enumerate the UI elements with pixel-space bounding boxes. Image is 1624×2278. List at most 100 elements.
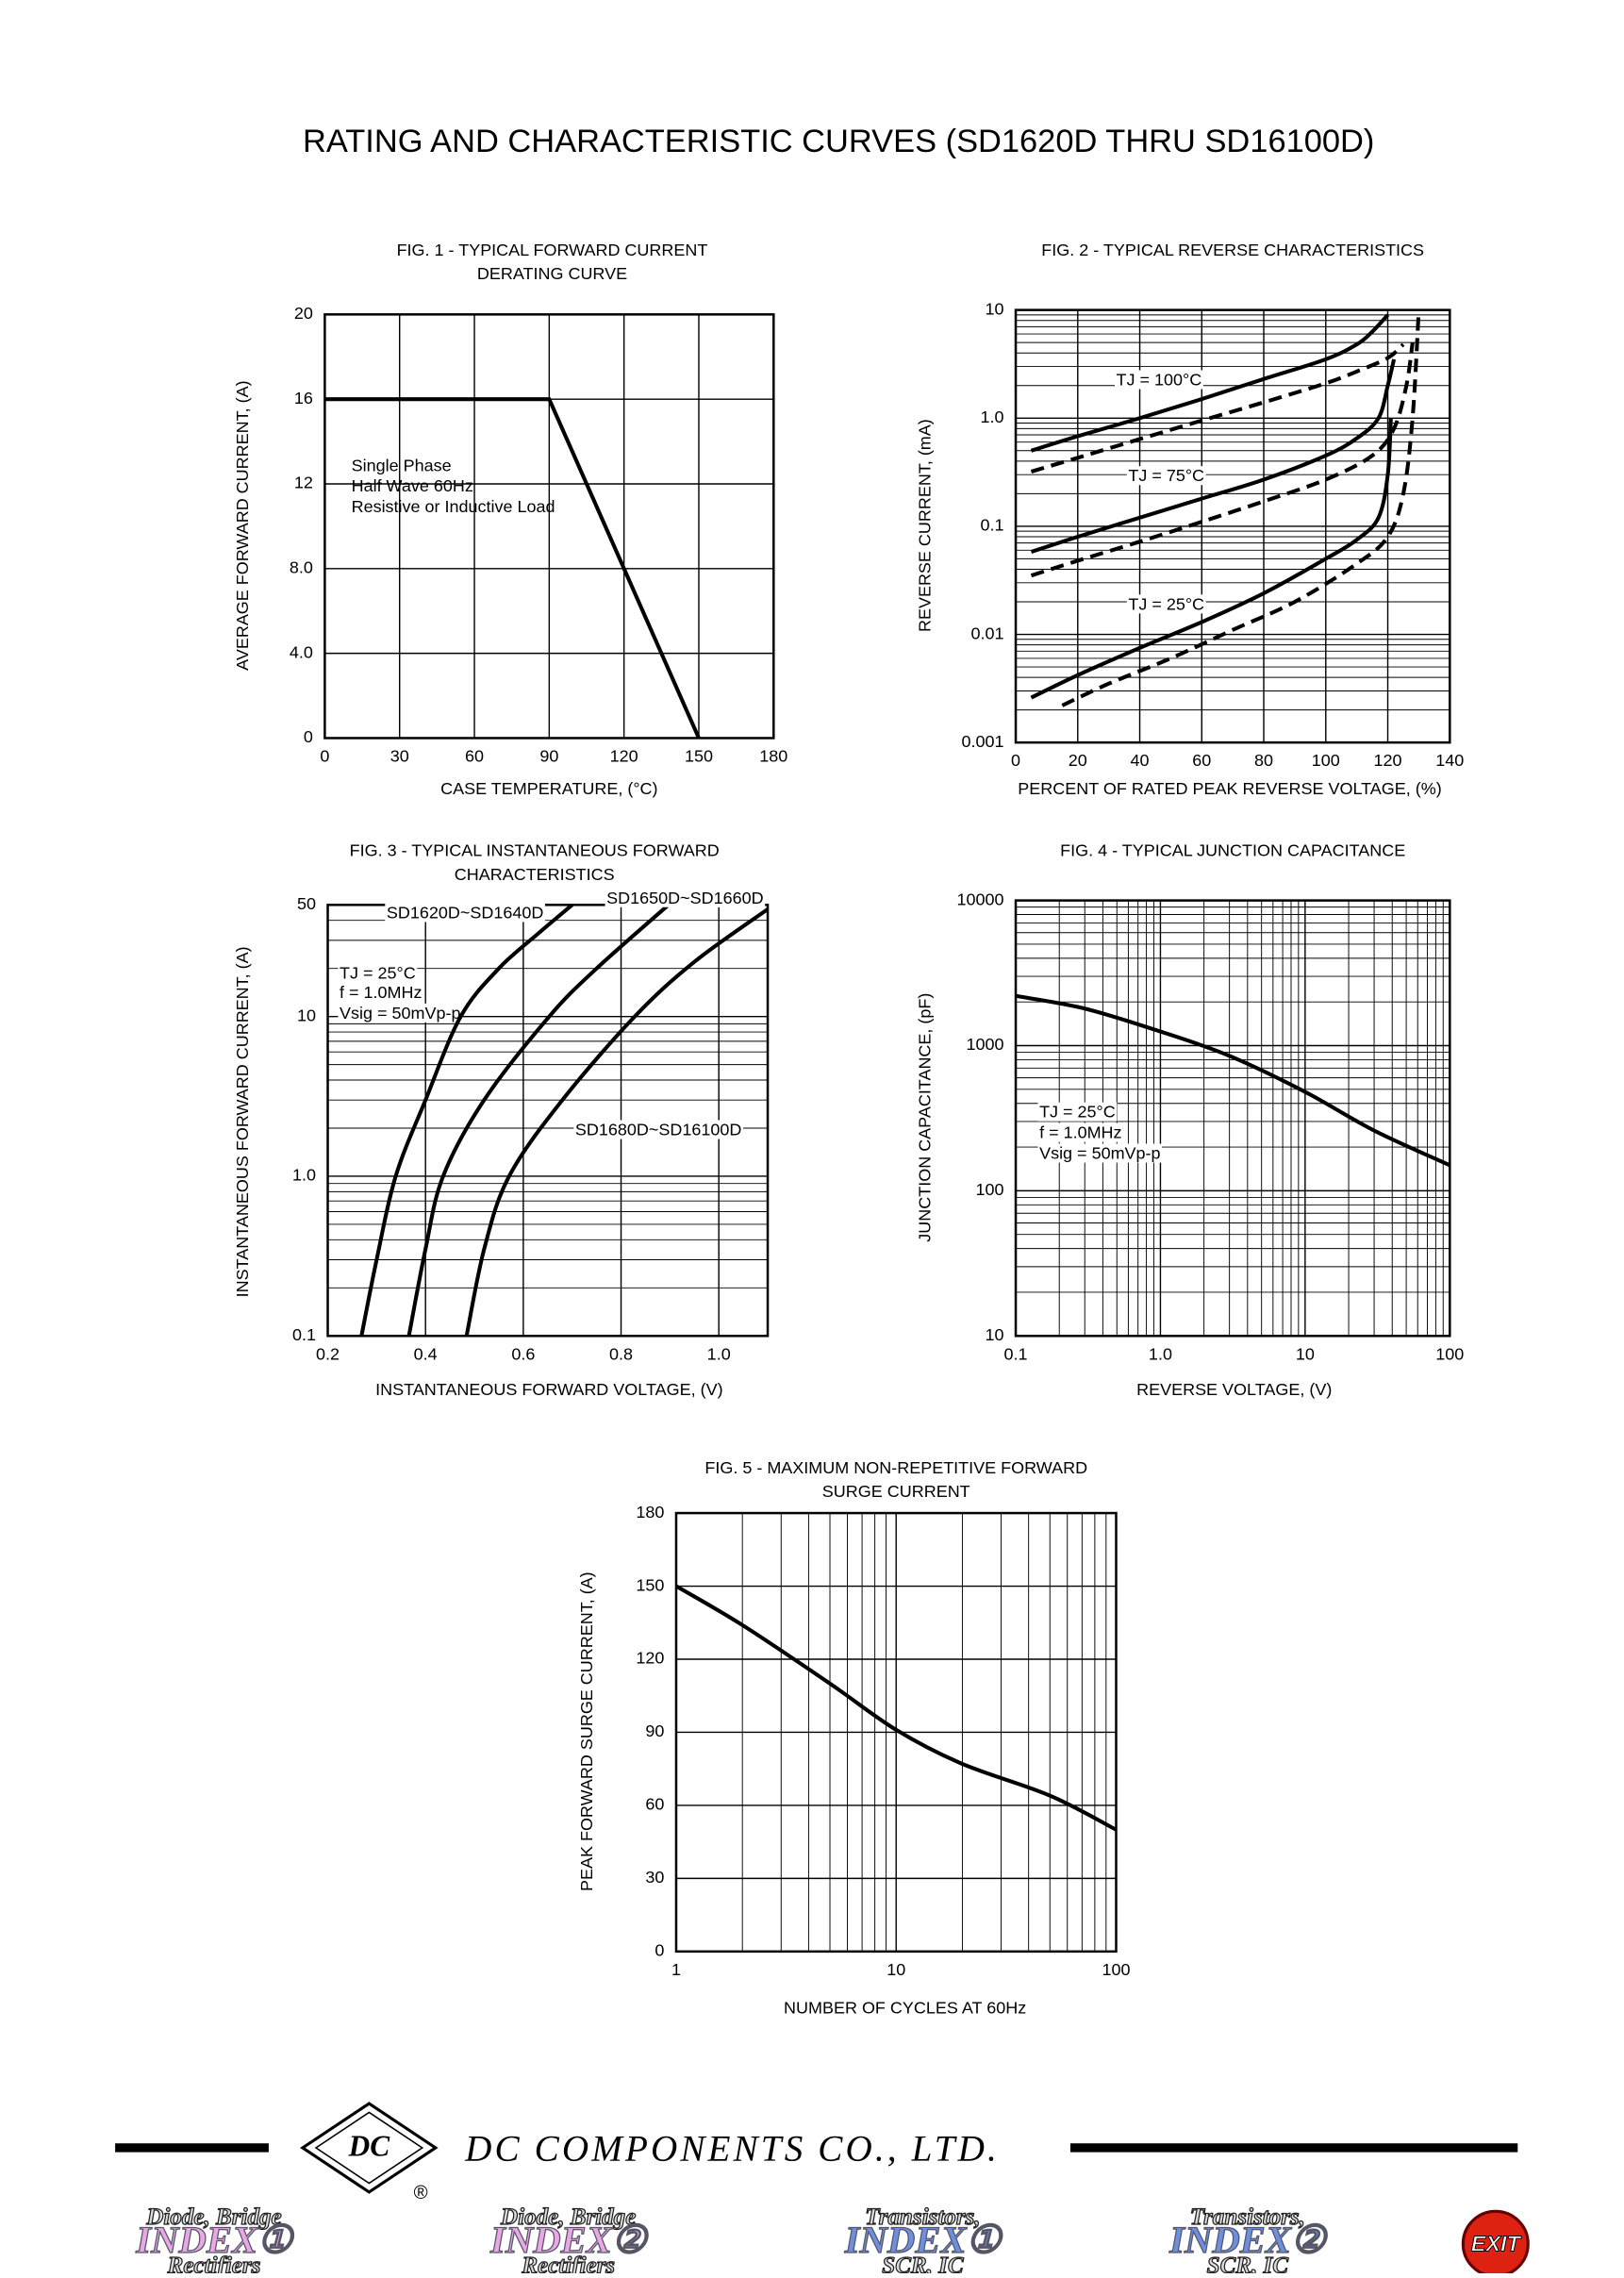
x-tick-label: 10 [887,1960,905,1979]
curve [1030,418,1393,700]
x-tick-label: 0.4 [414,1344,438,1363]
y-tick-label: 0.1 [292,1325,316,1344]
label-bg [605,888,766,907]
y-tick-label: 60 [645,1795,664,1814]
x-tick-label: 120 [610,747,638,766]
x-tick-label: 0.8 [609,1344,633,1363]
plot-frame [674,1511,1118,1954]
chart: FIG. 2 - TYPICAL REVERSE CHARACTERISTICS… [915,241,1464,798]
button-label[interactable]: SCR, IC [1206,2253,1289,2278]
x-tick-label: 0.1 [1004,1344,1028,1363]
annotation: f = 1.0MHz [340,983,422,1002]
y-axis-label: REVERSE CURRENT, (mA) [915,419,934,632]
annotation: f = 1.0MHz [1039,1123,1121,1142]
y-axis-label: INSTANTANEOUS FORWARD CURRENT, (A) [233,946,252,1297]
plot-frame [323,313,775,740]
series-label: TJ = 100°C [1117,371,1202,390]
button-label[interactable]: INDEX② [1168,2218,1328,2261]
y-tick-label: 0.1 [980,516,1003,535]
x-tick-label: 20 [1069,751,1087,770]
label-bg [385,903,545,923]
button-label[interactable]: Rectifiers [166,2253,261,2278]
button-label[interactable]: INDEX① [135,2218,295,2261]
x-tick-label: 0 [320,747,329,766]
y-tick-label: 10000 [956,890,1003,908]
y-tick-label: 90 [645,1721,664,1740]
logo-diamond-inner [314,2111,424,2185]
chart: FIG. 4 - TYPICAL JUNCTION CAPACITANCE 0.1… [915,841,1464,1399]
y-tick-label: 180 [636,1503,664,1521]
y-tick-label: 150 [636,1575,664,1594]
label-bg [1037,1122,1124,1142]
y-tick-label: 0.001 [961,732,1003,751]
y-tick-label: 50 [297,894,316,913]
curve [1030,358,1397,554]
button-label[interactable]: INDEX② [489,2218,649,2261]
y-tick-label: 120 [636,1649,664,1668]
button-label[interactable]: INDEX① [843,2218,1003,2261]
company-name: DC COMPONENTS CO., LTD. [464,2129,1000,2170]
chart-title: SURGE CURRENT [822,1482,970,1501]
button-label[interactable]: Transistors, [865,2203,981,2230]
button-label[interactable]: EXIT [1470,2231,1522,2256]
annotation: Single Phase [352,456,452,474]
x-tick-label: 0.6 [511,1344,535,1363]
x-tick-label: 10 [1296,1344,1315,1363]
page-title: RATING AND CHARACTERISTIC CURVES (SD1620… [303,124,1374,159]
y-axis-label: PEAK FORWARD SURGE CURRENT, (A) [577,1571,596,1891]
curve [324,397,701,740]
series-label: SD1680D~SD16100D [575,1120,742,1139]
curve [1030,342,1405,474]
button-label[interactable]: Rectifiers [521,2253,616,2278]
button-label[interactable]: Diode, Bridge [499,2203,637,2230]
label-bg [1037,1102,1118,1122]
x-tick-label: 80 [1254,751,1273,770]
chart-title: FIG. 4 - TYPICAL JUNCTION CAPACITANCE [1060,841,1405,860]
y-tick-label: 10 [985,1325,1003,1344]
y-tick-label: 0 [655,1941,664,1960]
button-label[interactable]: Transistors, [1189,2203,1305,2230]
y-tick-label: 1.0 [980,407,1003,426]
y-tick-label: 1.0 [292,1166,316,1185]
annotation: Vsig = 50mVp-p [340,1004,460,1023]
chart-title: FIG. 2 - TYPICAL REVERSE CHARACTERISTICS [1041,241,1424,259]
y-tick-label: 16 [294,389,313,407]
label-bg [1126,594,1206,614]
curve [1061,309,1421,707]
y-tick-label: 20 [294,304,313,323]
label-bg [1114,370,1203,390]
y-tick-label: 10 [985,299,1003,318]
curve [674,1584,1118,1832]
index-button[interactable]: EXIT [1461,2209,1530,2278]
x-axis-label: PERCENT OF RATED PEAK REVERSE VOLTAGE, (… [1018,779,1441,798]
x-tick-label: 0 [1011,751,1020,770]
y-tick-label: 0 [304,727,313,746]
button-label[interactable]: Diode, Bridge [145,2203,283,2230]
y-tick-label: 8.0 [290,558,313,577]
button-label[interactable]: SCR, IC [882,2253,965,2278]
y-tick-label: 100 [975,1180,1003,1199]
x-tick-label: 30 [390,747,409,766]
x-axis-label: CASE TEMPERATURE, (°C) [440,779,657,798]
plot-frame [1014,308,1451,744]
y-axis-label: AVERAGE FORWARD CURRENT, (A) [233,380,252,670]
y-tick-label: 0.01 [970,624,1003,642]
x-axis-label: REVERSE VOLTAGE, (V) [1136,1380,1332,1399]
y-tick-label: 4.0 [290,642,313,661]
x-axis-label: INSTANTANEOUS FORWARD VOLTAGE, (V) [375,1380,722,1399]
plot-frame [326,904,770,1338]
chart-title: FIG. 1 - TYPICAL FORWARD CURRENT [397,241,708,259]
logo-text: DC [348,2130,391,2163]
annotation: Half Wave 60Hz [352,476,473,495]
label-bg [338,1003,463,1023]
label-bg [1037,1143,1163,1163]
registered-mark: ® [414,2183,428,2203]
chart: FIG. 1 - TYPICAL FORWARD CURRENT DERATING… [233,241,787,798]
chart: FIG. 3 - TYPICAL INSTANTANEOUS FORWARD CH… [233,841,770,1399]
